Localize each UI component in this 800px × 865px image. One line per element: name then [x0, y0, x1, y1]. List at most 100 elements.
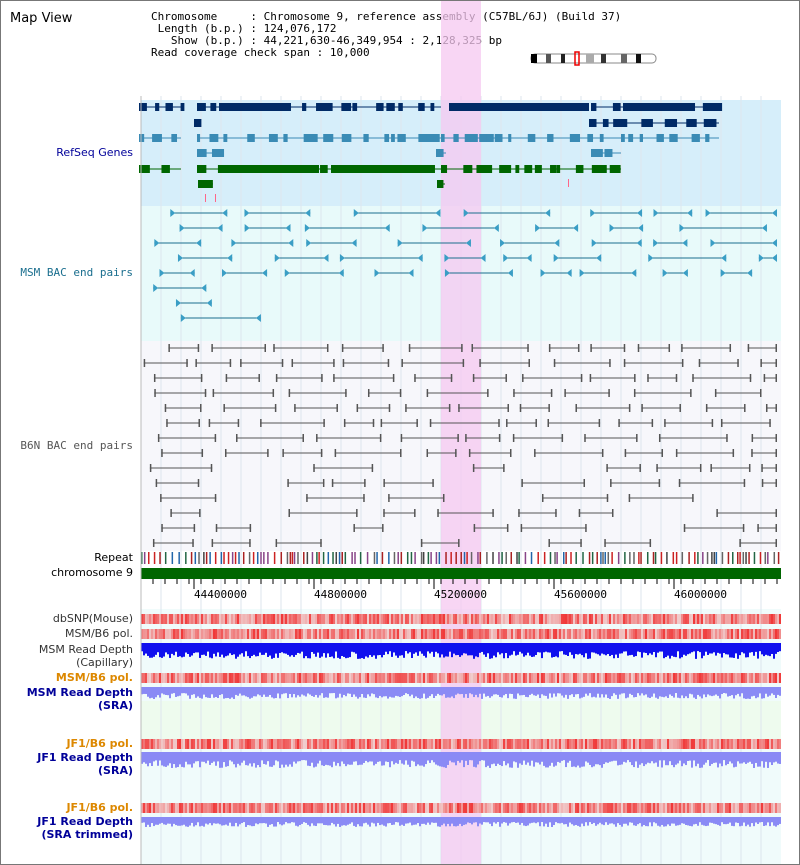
jf1-pol2-heat — [695, 803, 697, 813]
jf1-depth-bar — [525, 752, 527, 765]
msm-depth-cap-bar — [215, 643, 217, 657]
jf1-depth-trim-bar — [211, 817, 213, 826]
msm-pol-heat — [515, 629, 517, 639]
b6n-bac-end — [291, 359, 294, 367]
track-label-refseq[interactable]: RefSeq Genes — [56, 146, 133, 159]
msm-pol-sra-heat — [161, 673, 163, 683]
track-label-msm-b6-pol-sra[interactable]: MSM/B6 pol. — [55, 671, 133, 684]
msm-pol-sra-heat — [223, 673, 225, 683]
msm-depth-sra-bar — [467, 687, 469, 698]
track-label-jf1-depth[interactable]: JF1 Read Depth — [37, 751, 133, 764]
jf1-pol2-heat — [635, 803, 637, 813]
jf1-pol2-heat — [757, 803, 759, 813]
msm-depth-cap-bar — [353, 643, 355, 653]
msm-bac-end — [154, 239, 160, 247]
jf1-depth-bar — [503, 752, 505, 762]
msm-pol-sra-heat — [685, 673, 687, 683]
msm-pol-heat — [269, 629, 271, 639]
msm-depth-sra-bar — [687, 687, 689, 699]
jf1-pol-heat — [655, 739, 657, 749]
jf1-pol-heat — [519, 739, 521, 749]
jf1-depth-bar — [433, 752, 435, 763]
jf1-pol-heat — [551, 739, 553, 749]
track-label-jf1-b6-pol[interactable]: JF1/B6 pol. — [66, 737, 133, 750]
msm-pol-heat — [415, 629, 417, 639]
dbsnp-heat — [465, 614, 467, 624]
dbsnp-heat — [743, 614, 745, 624]
jf1-pol-heat — [531, 739, 533, 749]
msm-depth-cap-bar — [375, 643, 377, 659]
msm-depth-sra-bar — [275, 687, 277, 699]
jf1-pol2-heat — [431, 803, 433, 813]
track-label-b6n-bac[interactable]: B6N BAC end pairs — [20, 439, 133, 452]
msm-depth-sra-bar — [601, 687, 603, 695]
jf1-depth-bar — [659, 752, 661, 761]
jf1-depth-bar — [429, 752, 431, 763]
msm-depth-sra-bar — [343, 687, 345, 695]
msm-pol-heat — [565, 629, 567, 639]
jf1-pol2-heat — [529, 803, 531, 813]
jf1-depth-trim-bar — [147, 817, 149, 825]
dbsnp-heat — [777, 614, 779, 624]
jf1-depth-bar — [359, 752, 361, 765]
msm-pol-heat — [661, 629, 663, 639]
b6n-bac-end — [236, 434, 238, 442]
track-label-msm-depth-cap[interactable]: MSM Read Depth — [38, 643, 133, 656]
msm-pol-sra-heat — [759, 673, 761, 683]
dbsnp-heat — [317, 614, 319, 624]
jf1-pol2-heat — [339, 803, 341, 813]
jf1-depth-bar — [191, 752, 193, 768]
jf1-depth-trim-bar — [579, 817, 581, 827]
jf1-pol-heat — [323, 739, 325, 749]
jf1-depth-bar — [729, 752, 731, 762]
track-label-jf1-b6-pol-2[interactable]: JF1/B6 pol. — [66, 801, 133, 814]
msm-pol-sra-heat — [337, 673, 339, 683]
dbsnp-heat — [627, 614, 629, 624]
msm-depth-cap-bar — [563, 643, 565, 655]
jf1-pol2-heat — [489, 803, 491, 813]
track-label-msm-b6-pol[interactable]: MSM/B6 pol. — [65, 627, 133, 640]
msm-pol-heat — [263, 629, 265, 639]
track-label-jf1-depth-trim[interactable]: JF1 Read Depth — [37, 815, 133, 828]
track-label-msm-bac[interactable]: MSM BAC end pairs — [20, 266, 133, 279]
msm-pol-heat — [535, 629, 537, 639]
msm-depth-cap-bar — [181, 643, 183, 658]
track-label-dbsnp[interactable]: dbSNP(Mouse) — [52, 612, 133, 625]
dbsnp-heat — [715, 614, 717, 624]
jf1-depth-bar — [601, 752, 603, 768]
jf1-depth-bar — [463, 752, 465, 768]
repeat-element — [767, 552, 769, 564]
jf1-depth-bar — [371, 752, 373, 762]
jf1-depth-bar — [345, 752, 347, 767]
msm-depth-sra-bar — [265, 687, 267, 697]
jf1-depth-trim-bar — [569, 817, 571, 823]
jf1-pol2-heat — [733, 803, 735, 813]
jf1-depth-bar — [619, 752, 621, 765]
track-label-repeat[interactable]: Repeat — [94, 551, 133, 564]
msm-depth-sra-bar — [459, 687, 461, 695]
jf1-depth-bar — [255, 752, 257, 768]
msm-depth-sra-bar — [457, 687, 459, 694]
jf1-depth-bar — [325, 752, 327, 765]
dbsnp-heat — [343, 614, 345, 624]
msm-depth-sra-bar — [145, 687, 147, 694]
jf1-pol-heat — [365, 739, 367, 749]
jf1-pol-heat — [513, 739, 515, 749]
jf1-pol-heat — [455, 739, 457, 749]
b6n-bac-end — [157, 434, 160, 442]
jf1-pol-heat — [243, 739, 245, 749]
msm-depth-sra-bar — [723, 687, 725, 694]
msm-depth-sra-bar — [219, 687, 221, 696]
repeat-element — [455, 552, 457, 564]
jf1-pol-heat — [155, 739, 157, 749]
msm-pol-heat — [647, 629, 649, 639]
msm-pol-heat — [731, 629, 733, 639]
msm-pol-heat — [681, 629, 683, 639]
track-label-msm-depth-sra[interactable]: MSM Read Depth — [26, 686, 133, 699]
msm-depth-cap-bar — [261, 643, 263, 655]
msm-pol-sra-heat — [777, 673, 779, 683]
msm-pol-sra-heat — [335, 673, 337, 683]
msm-depth-sra-bar — [637, 687, 639, 694]
jf1-depth-trim-bar — [729, 817, 731, 823]
